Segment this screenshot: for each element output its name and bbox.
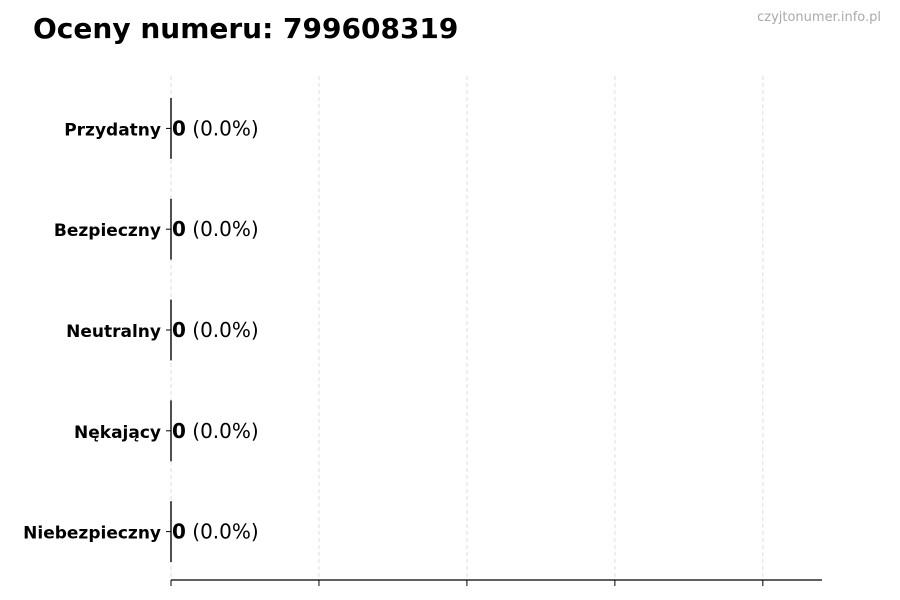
data-label-count: 0	[172, 419, 186, 443]
data-label: 0 (0.0%)	[172, 116, 259, 140]
chart-title: Oceny numeru: 799608319	[33, 12, 459, 45]
data-label-count: 0	[172, 116, 186, 140]
category-label: Niebezpieczny	[23, 524, 161, 544]
watermark: czyjtonumer.info.pl	[757, 10, 881, 25]
data-label-percent: (0.0%)	[186, 520, 259, 544]
data-label-count: 0	[172, 217, 186, 241]
data-label-percent: (0.0%)	[186, 318, 259, 342]
category-label: Nękający	[74, 423, 161, 443]
data-label: 0 (0.0%)	[172, 419, 259, 443]
data-label-percent: (0.0%)	[186, 419, 259, 443]
data-label-count: 0	[172, 318, 186, 342]
data-label-percent: (0.0%)	[186, 116, 259, 140]
data-label-percent: (0.0%)	[186, 217, 259, 241]
category-label: Neutralny	[66, 322, 161, 342]
data-label: 0 (0.0%)	[172, 217, 259, 241]
data-label: 0 (0.0%)	[172, 520, 259, 544]
category-label: Przydatny	[64, 120, 161, 140]
category-label: Bezpieczny	[54, 221, 161, 241]
data-label: 0 (0.0%)	[172, 318, 259, 342]
data-label-count: 0	[172, 520, 186, 544]
